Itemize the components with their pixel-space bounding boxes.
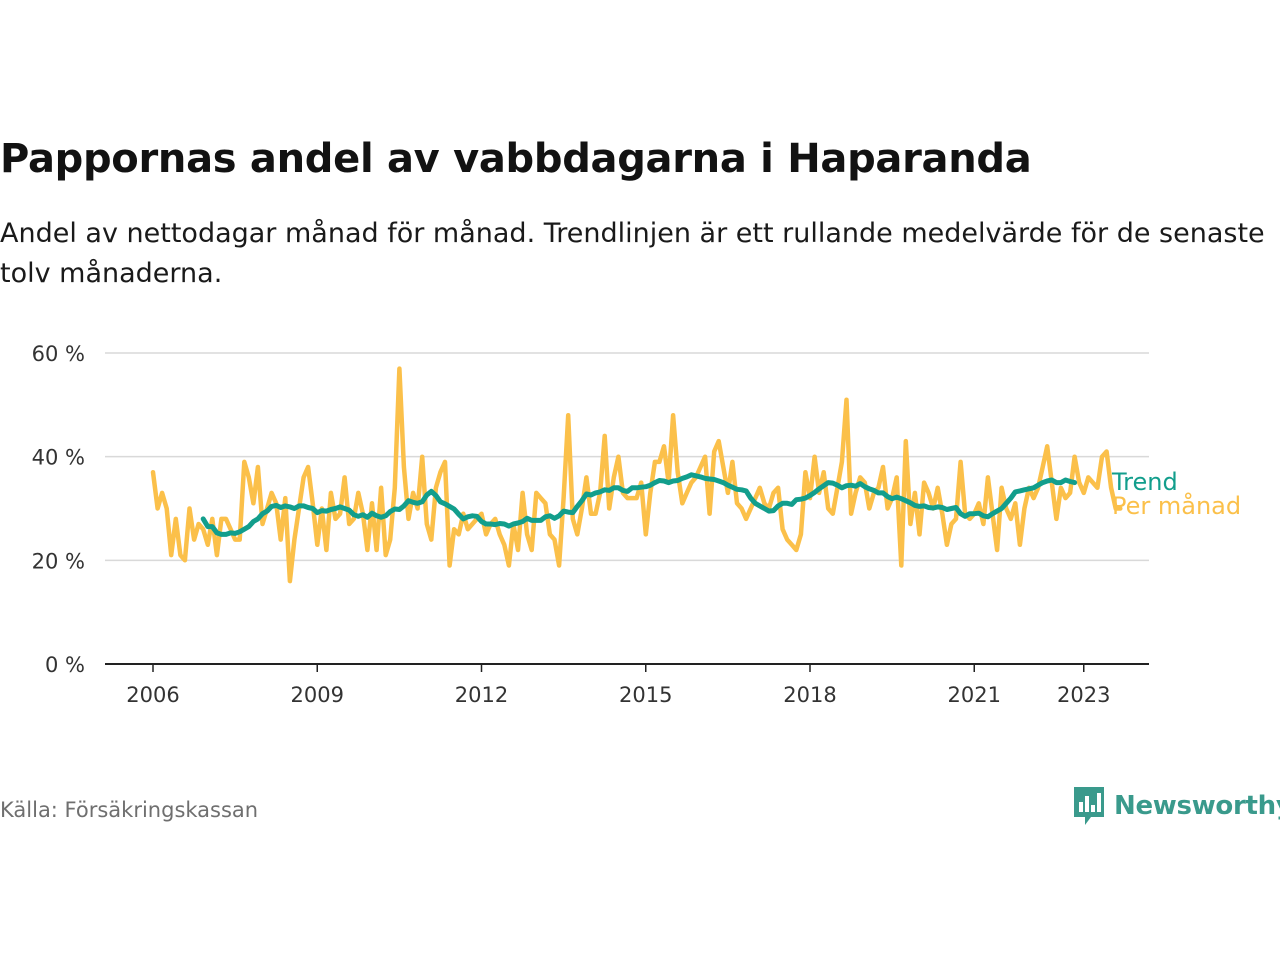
- chart-subtitle: Andel av nettodagar månad för månad. Tre…: [0, 218, 1265, 289]
- x-axis: 2006 2009 2012 2015 2018 2021 2023: [105, 663, 1149, 707]
- series-lines: [150, 366, 1123, 584]
- x-tick-label: 2009: [291, 683, 344, 707]
- y-tick-label: 40 %: [32, 446, 85, 470]
- series-line-trend: [200, 472, 1078, 537]
- y-axis-labels: 0 % 20 % 40 % 60 %: [32, 342, 85, 677]
- source-note: Källa: Försäkringskassan: [0, 798, 259, 822]
- x-tick-label: 2023: [1057, 683, 1110, 707]
- y-tick-label: 0 %: [45, 653, 85, 677]
- brand-name: Newsworthy: [1114, 791, 1280, 821]
- x-tick-label: 2006: [126, 683, 179, 707]
- series-label-trend: Trend: [1111, 468, 1178, 496]
- newsworthy-logo[interactable]: Newsworthy: [1072, 784, 1280, 828]
- x-tick-label: 2021: [948, 683, 1001, 707]
- series-label-per-manad: Per månad: [1112, 491, 1241, 520]
- chart-title: Pappornas andel av vabbdagarna i Haparan…: [0, 136, 1032, 182]
- x-tick-label: 2018: [783, 683, 836, 707]
- gridlines: [105, 352, 1149, 562]
- y-tick-label: 20 %: [32, 549, 85, 573]
- newsworthy-logo-icon: [1074, 787, 1104, 825]
- x-tick-label: 2012: [455, 683, 508, 707]
- y-tick-label: 60 %: [32, 342, 85, 366]
- x-tick-label: 2015: [619, 683, 672, 707]
- series-line-per-manad: [150, 366, 1123, 584]
